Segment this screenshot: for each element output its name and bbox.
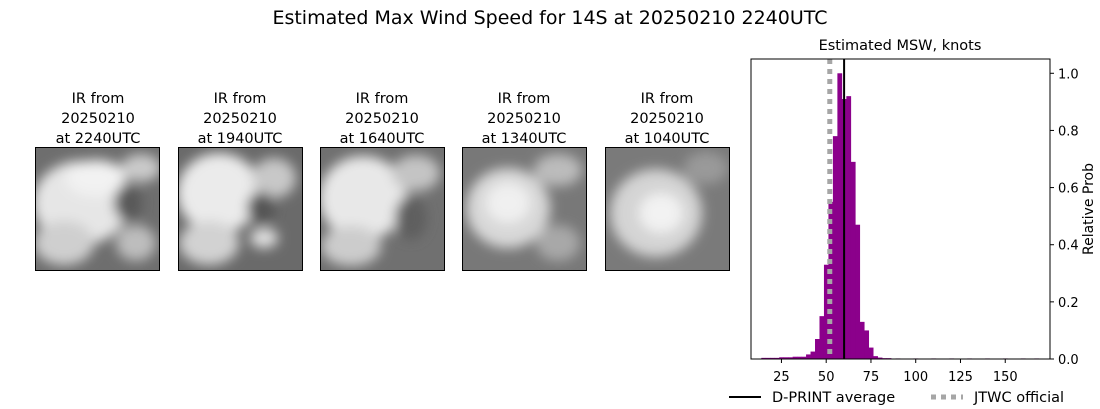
y-tick-label: 0.6	[1058, 182, 1079, 197]
ir-title-5: IR from 20250210 at 1040UTC	[624, 91, 710, 147]
legend-jtwc-label: JTWC official	[973, 390, 1064, 406]
histogram-bar	[859, 321, 865, 359]
histogram-bar	[792, 356, 798, 359]
ir-title-4: IR from 20250210 at 1340UTC	[481, 91, 567, 147]
chart-title: Estimated MSW, knots	[819, 38, 982, 54]
ir-satellite-image-1	[35, 147, 160, 271]
histogram-bar	[810, 351, 816, 359]
histogram-bar	[846, 96, 852, 360]
ir-satellite-image-2	[178, 147, 303, 271]
y-tick-label: 0.0	[1058, 353, 1079, 368]
histogram-bar	[797, 356, 802, 359]
histogram-bar	[779, 357, 784, 359]
histogram-bars	[761, 73, 1040, 360]
histogram-bar	[832, 136, 838, 359]
histogram-bar	[868, 347, 874, 359]
y-axis-label: Relative Prob	[1081, 163, 1097, 255]
legend-dprint-label: D-PRINT average	[772, 390, 895, 406]
histogram-bar	[788, 357, 793, 359]
histogram-bar	[855, 224, 861, 359]
histogram-bar	[774, 357, 780, 359]
histogram-bar	[783, 357, 789, 359]
axes-frame	[750, 58, 1051, 360]
x-tick-label: 25	[773, 370, 790, 385]
ir-title-2: IR from 20250210 at 1940UTC	[197, 91, 283, 147]
histogram-bar	[761, 357, 767, 359]
reference-lines	[827, 59, 846, 359]
histogram-bar	[801, 356, 807, 359]
ir-satellite-image-3	[320, 147, 445, 271]
x-tick-label: 50	[818, 370, 835, 385]
histogram-bar	[877, 357, 883, 359]
figure-title: Estimated Max Wind Speed for 14S at 2025…	[272, 7, 828, 29]
histogram-bar	[815, 339, 820, 359]
ir-satellite-image-4	[462, 147, 587, 271]
ir-title-1: IR from 20250210 at 2240UTC	[55, 91, 141, 147]
histogram-bar	[770, 357, 776, 359]
histogram-bar	[819, 316, 825, 359]
histogram-bar	[873, 356, 878, 359]
ir-title-3: IR from 20250210 at 1640UTC	[339, 91, 425, 147]
y-tick-label: 1.0	[1058, 67, 1079, 82]
y-tick-label: 0.4	[1058, 239, 1079, 254]
y-tick-label: 0.2	[1058, 296, 1079, 311]
histogram-bar	[765, 357, 771, 359]
x-tick-label: 150	[993, 370, 1018, 385]
histogram-bar	[837, 73, 843, 360]
y-tick-label: 0.8	[1058, 124, 1079, 139]
x-axis-ticks: 25 50 75 100 125 150	[773, 359, 1018, 385]
y-axis-ticks: 0.0 0.2 0.4 0.6 0.8 1.0	[1050, 67, 1079, 368]
histogram-bar	[806, 354, 811, 359]
histogram-bar	[850, 161, 856, 359]
x-tick-label: 100	[903, 370, 928, 385]
ir-satellite-image-5	[605, 147, 730, 271]
histogram-bar	[864, 330, 870, 359]
x-tick-label: 125	[948, 370, 973, 385]
histogram-bar	[823, 264, 829, 359]
x-tick-label: 75	[863, 370, 880, 385]
